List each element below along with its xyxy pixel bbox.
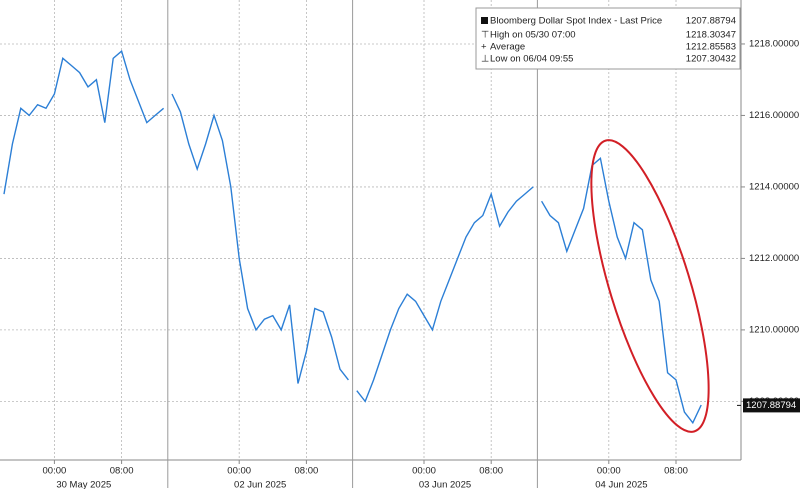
y-tick-label: 1216.00000	[749, 110, 799, 121]
last-price-label: 1207.88794	[746, 400, 796, 411]
date-label: 04 Jun 2025	[595, 480, 647, 489]
x-tick-label: 00:00	[597, 466, 621, 477]
x-tick-label: 00:00	[227, 466, 251, 477]
legend-box	[475, 7, 741, 70]
price-line	[356, 186, 534, 403]
y-tick-label: 1210.00000	[749, 324, 799, 335]
highlight-ellipse	[590, 139, 710, 433]
legend-label: High on 05/30 07:00	[490, 30, 576, 41]
legend-label: Low on 06/04 09:55	[490, 54, 573, 65]
legend-value: 1207.30432	[686, 54, 736, 65]
x-tick-label: 08:00	[295, 466, 319, 477]
date-label: 30 May 2025	[56, 480, 111, 489]
date-label: 02 Jun 2025	[234, 480, 286, 489]
y-tick-label: 1214.00000	[749, 181, 799, 192]
legend-icon: ⊤	[481, 30, 489, 41]
x-tick-label: 00:00	[43, 466, 67, 477]
price-line	[3, 49, 165, 195]
legend: Bloomberg Dollar Spot Index - Last Price…	[475, 7, 741, 70]
legend-swatch	[481, 17, 488, 24]
x-tick-label: 00:00	[412, 466, 436, 477]
legend-label: Bloomberg Dollar Spot Index - Last Price	[490, 16, 662, 27]
y-tick-label: 1212.00000	[749, 253, 799, 264]
legend-value: 1212.85583	[686, 42, 736, 53]
price-line	[171, 93, 349, 384]
x-tick-label: 08:00	[110, 466, 134, 477]
legend-value: 1218.30347	[686, 30, 736, 41]
date-label: 03 Jun 2025	[419, 480, 471, 489]
plot-area	[0, 0, 745, 488]
x-tick-label: 08:00	[479, 466, 503, 477]
legend-value: 1207.88794	[686, 16, 736, 27]
y-tick-label: 1218.00000	[749, 38, 799, 49]
legend-label: Average	[490, 42, 525, 53]
x-tick-label: 08:00	[664, 466, 688, 477]
last-price-tag	[743, 398, 800, 413]
price-line	[540, 156, 702, 425]
legend-icon: +	[481, 42, 487, 53]
legend-icon: ⊥	[481, 54, 489, 65]
